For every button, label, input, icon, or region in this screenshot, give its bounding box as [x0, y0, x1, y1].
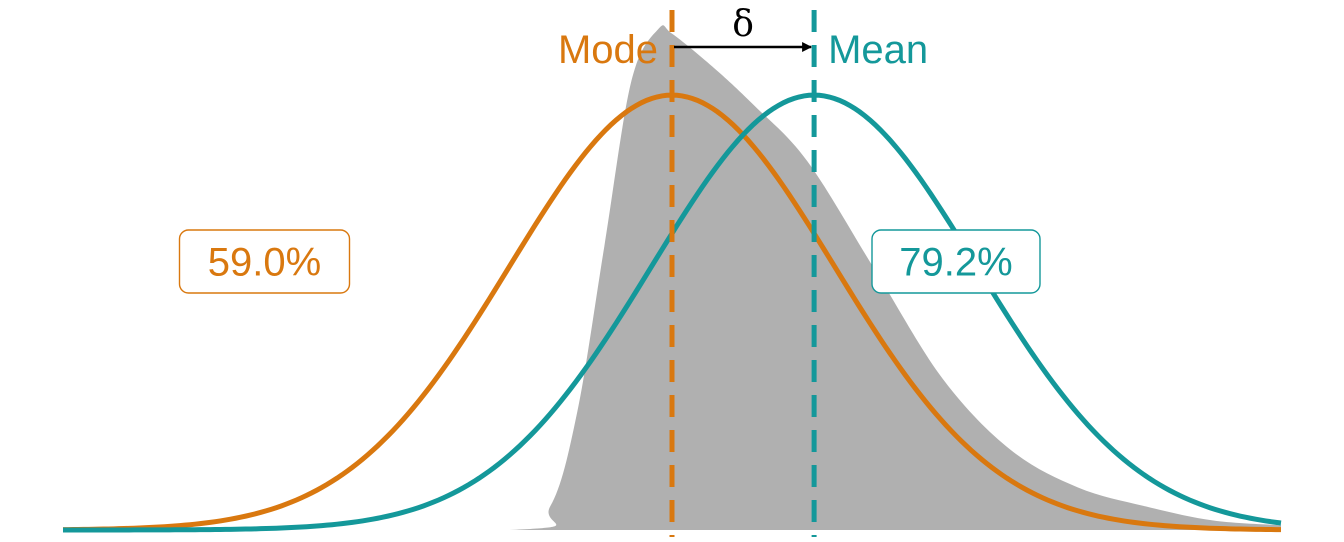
mode-line-label: Mode	[558, 28, 658, 72]
mode-percentage-box-frame	[178, 229, 351, 294]
mode-percentage-box: 59.0%	[178, 229, 351, 294]
mean-percentage-label: 79.2%	[899, 241, 1012, 285]
mean-percentage-box: 79.2%	[871, 229, 1041, 294]
mode-percentage-label: 59.0%	[208, 241, 321, 285]
mean-line-label: Mean	[828, 28, 928, 72]
skewed-distribution-area	[63, 25, 1281, 530]
mean-percentage-box-frame	[871, 229, 1041, 294]
delta-label: δ	[732, 4, 754, 45]
